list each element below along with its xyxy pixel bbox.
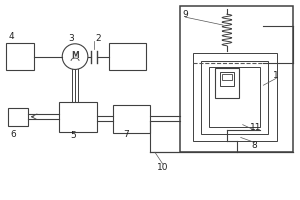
Bar	[220, 72, 234, 86]
Bar	[209, 67, 260, 127]
Text: 5: 5	[70, 131, 76, 140]
Text: 8: 8	[252, 141, 257, 150]
Bar	[194, 53, 277, 141]
Bar	[201, 61, 268, 134]
Text: 6: 6	[10, 130, 16, 139]
Text: M: M	[71, 51, 79, 60]
Bar	[112, 105, 150, 133]
Bar	[59, 102, 97, 132]
Text: 11: 11	[250, 123, 261, 132]
Bar	[180, 6, 293, 152]
Text: 4: 4	[8, 32, 14, 41]
Bar	[215, 68, 239, 98]
Bar	[8, 108, 28, 126]
Circle shape	[62, 44, 88, 69]
Text: 7: 7	[124, 130, 129, 139]
Bar	[109, 43, 146, 70]
Text: 3: 3	[68, 34, 74, 43]
Text: 9: 9	[183, 10, 188, 19]
Bar	[6, 43, 34, 70]
Text: 10: 10	[157, 163, 169, 172]
Text: 1: 1	[273, 71, 279, 80]
Text: 2: 2	[95, 34, 100, 43]
Bar	[222, 74, 232, 80]
